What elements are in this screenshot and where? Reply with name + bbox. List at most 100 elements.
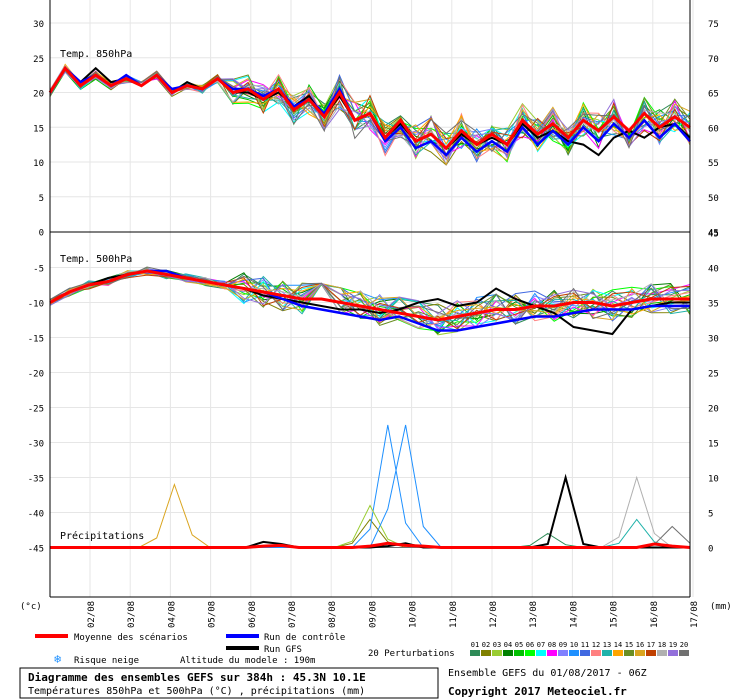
member-number: 10 [570,641,578,649]
date-label: 10/08 [409,601,419,628]
member-swatch [613,650,623,656]
member-number: 19 [669,641,677,649]
precip-title: Précipitations [60,530,144,542]
date-label: 08/08 [328,601,338,628]
y-tick-850: 0 [39,229,44,239]
y-right-tick-850: 75 [708,20,719,30]
member-number: 20 [680,641,688,649]
y-tick-500: -40 [28,510,44,520]
y-tick-850: 20 [33,90,44,100]
y-right-tick-850: 60 [708,124,719,134]
date-label: 04/08 [167,601,177,628]
y-right-tick-precip: 15 [708,440,719,450]
control-line-500 [49,269,690,332]
legend: Moyenne des scénarios Run de contrôle Ru… [35,632,689,666]
member-swatch [580,650,590,656]
y-tick-500: -35 [28,475,44,485]
date-label: 09/08 [368,601,378,628]
member-number: 01 [471,641,479,649]
y-right-tick-850: 55 [708,159,719,169]
y-right-tick-precip: 40 [708,265,719,275]
y-tick-850: 15 [33,124,44,134]
date-label: 13/08 [529,601,539,628]
member-number: 13 [603,641,611,649]
legend-perturbations-label: 20 Perturbations [368,649,455,659]
member-swatch [657,650,667,656]
member-number: 08 [548,641,556,649]
snowflake-icon: ❄ [54,652,61,666]
y-tick-850: 25 [33,55,44,65]
date-label: 02/08 [87,601,97,628]
member-number: 03 [493,641,501,649]
date-label: 12/08 [489,601,499,628]
member-swatch [470,650,480,656]
footer-copyright: Copyright 2017 Meteociel.fr [448,685,627,698]
date-label: 16/08 [650,601,660,628]
mean-precip-line [50,541,691,549]
y-right-tick-850: 65 [708,90,719,100]
y-tick-500: -20 [28,370,44,380]
mean-line-850 [48,65,691,151]
member-precip-line [50,482,690,548]
y-tick-500: -30 [28,440,44,450]
footer-box [19,667,439,699]
member-number: 17 [647,641,655,649]
date-label: 03/08 [127,601,137,628]
y-right-tick-850: 50 [708,194,719,204]
footer-subtitle: Températures 850hPa et 500hPa (°C) , pré… [28,685,365,697]
member-swatch [547,650,557,656]
y-right-tick-precip: 35 [708,300,719,310]
right-unit-label: (mm) [710,602,732,612]
member-line-850 [49,69,691,153]
y-tick-850: 5 [39,194,44,204]
member-number: 14 [614,641,622,649]
member-line-850 [49,65,691,158]
member-legend: 01 02 03 04 05 06 07 08 09 10 11 12 13 14 15 16 17 18 19 20 [470,641,689,656]
y-tick-500: -10 [28,300,44,310]
y-tick-500: -15 [28,335,44,345]
left-unit-label: (°c) [20,602,42,612]
legend-control-label: Run de contrôle [264,632,345,643]
axis-ticks: 30252015105075706560555045-5-10-15-20-25… [28,20,719,628]
member-number: 05 [515,641,523,649]
legend-altitude-label: Altitude du modele : 190m [180,656,315,666]
member-swatch [492,650,502,656]
y-tick-500: -5 [33,265,44,275]
main-series [48,65,691,549]
y-right-tick-850: 70 [708,55,719,65]
member-precip-line [50,424,690,548]
member-swatch [536,650,546,656]
y-right-tick-precip: 25 [708,370,719,380]
member-number: 15 [625,641,633,649]
date-label: 17/08 [690,601,700,628]
member-swatch [624,650,634,656]
member-swatch [558,650,568,656]
y-right-tick-precip: 0 [708,545,713,555]
legend-snow-label: Risque neige [74,656,139,666]
footer-title: Diagramme des ensembles GEFS sur 384h : … [28,671,366,684]
member-swatch [514,650,524,656]
y-right-tick-precip: 20 [708,405,719,415]
y-tick-500: -25 [28,405,44,415]
panel-850-title: Temp. 850hPa [60,49,132,60]
member-number: 18 [658,641,666,649]
date-label: 06/08 [248,601,258,628]
member-swatch [668,650,678,656]
legend-mean-label: Moyenne des scénarios [74,632,188,643]
y-right-tick-precip: 30 [708,335,719,345]
date-label: 14/08 [569,601,579,628]
member-swatch [679,650,689,656]
member-swatch [503,650,513,656]
member-swatch [525,650,535,656]
footer-run: Ensemble GEFS du 01/08/2017 - 06Z [448,668,647,679]
panel-500-title: Temp. 500hPa [60,254,132,265]
member-number: 04 [504,641,512,649]
chart-grid [50,0,694,597]
member-number: 16 [636,641,644,649]
y-tick-500: -45 [28,545,44,555]
member-swatch [591,650,601,656]
y-right-tick-precip: 45 [708,230,719,240]
member-swatch [646,650,656,656]
legend-gfs-label: Run GFS [264,645,302,655]
